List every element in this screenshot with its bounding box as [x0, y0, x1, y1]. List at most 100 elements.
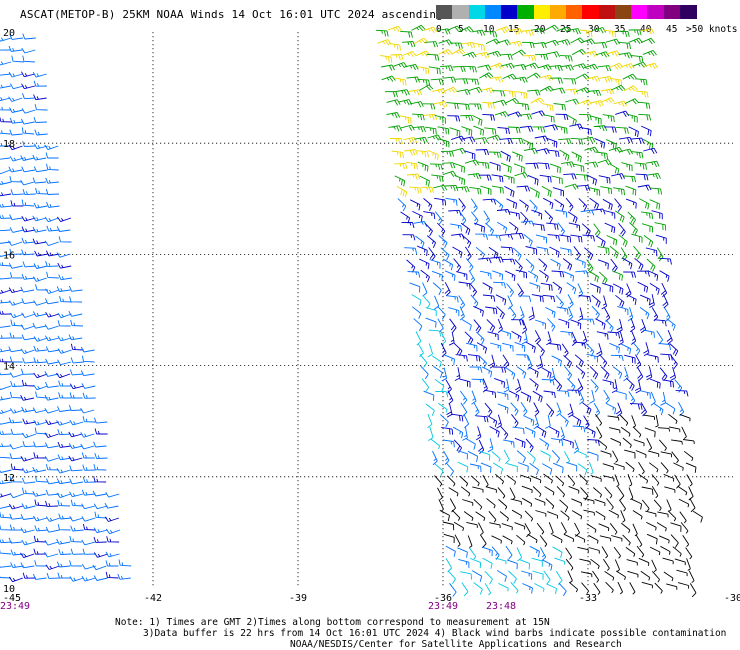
wind-barb: [592, 208, 606, 215]
wind-barb: [475, 426, 482, 441]
wind-barb: [640, 28, 655, 35]
wind-barb: [21, 503, 36, 509]
wind-barb: [520, 29, 534, 36]
colorbar-swatch: [468, 5, 486, 19]
wind-barb: [57, 429, 71, 436]
wind-barb: [508, 40, 523, 48]
wind-barb: [453, 258, 462, 272]
wind-barb: [519, 559, 531, 570]
wind-barb: [0, 480, 12, 485]
wind-barb: [467, 173, 482, 180]
wind-barb: [442, 521, 455, 531]
wind-barb: [580, 38, 596, 45]
wind-barb: [34, 499, 48, 507]
wind-barb: [458, 558, 470, 568]
wind-barb: [46, 163, 59, 171]
wind-barb: [430, 438, 441, 449]
wind-barb: [9, 372, 24, 378]
wind-barb: [461, 41, 476, 49]
wind-barb: [479, 270, 492, 280]
wind-barb: [475, 149, 490, 156]
wind-barb: [10, 463, 24, 471]
wind-barb: [563, 271, 575, 282]
wind-barb: [524, 147, 538, 155]
wind-barb: [32, 71, 47, 78]
wind-barb: [496, 570, 507, 582]
wind-barb: [45, 288, 60, 294]
wind-barb: [9, 248, 23, 255]
wind-barb: [631, 415, 637, 428]
wind-barb: [546, 403, 555, 417]
wind-barb: [577, 463, 588, 476]
wind-barb: [32, 322, 47, 329]
wind-barb: [594, 498, 606, 507]
wind-barb: [21, 249, 35, 256]
wind-barb: [623, 175, 637, 183]
wind-barb: [620, 63, 635, 70]
wind-barb: [0, 310, 12, 315]
wind-barb: [590, 115, 602, 125]
wind-barb: [69, 465, 83, 472]
wind-barb: [470, 475, 480, 487]
wind-barb: [9, 117, 24, 124]
wind-barb: [612, 366, 623, 379]
wind-barb: [500, 246, 514, 254]
wind-barb: [539, 174, 552, 183]
wind-barb: [599, 354, 608, 368]
latitude-label: 14: [3, 362, 15, 373]
wind-barb: [414, 136, 428, 144]
wind-barb: [516, 102, 530, 111]
wind-barb: [0, 524, 12, 531]
wind-barb: [431, 270, 443, 281]
wind-barb: [620, 426, 631, 437]
wind-barb: [671, 439, 683, 445]
wind-barb: [609, 62, 624, 70]
wind-barb: [542, 114, 555, 123]
wind-barb: [554, 199, 565, 211]
wind-barb: [535, 234, 548, 244]
wind-barb: [33, 452, 47, 459]
wind-barb: [506, 559, 518, 570]
wind-barb: [443, 86, 458, 93]
wind-barb: [32, 490, 47, 497]
wind-barb: [473, 305, 484, 317]
wind-barb: [559, 149, 570, 162]
wind-barb: [0, 229, 11, 232]
wind-barb: [554, 377, 563, 392]
wind-barb: [0, 169, 11, 175]
wind-barb: [662, 294, 669, 309]
wind-barb: [411, 294, 422, 306]
wind-barb: [679, 511, 687, 524]
wind-barb: [424, 41, 439, 48]
wind-barb: [662, 557, 674, 565]
wind-barb: [632, 426, 642, 438]
wind-barb: [459, 378, 471, 388]
wind-barb: [0, 549, 12, 555]
wind-barb: [472, 114, 483, 126]
wind-barb: [633, 245, 641, 260]
wind-barb: [0, 385, 12, 391]
wind-barb: [595, 51, 610, 58]
wind-barb: [581, 223, 591, 237]
wind-barb: [590, 475, 602, 482]
wind-barb: [0, 348, 11, 353]
wind-barb: [503, 449, 510, 465]
footer-note-line1: Note: 1) Times are GMT 2)Times along bot…: [115, 617, 550, 628]
wind-barb: [94, 511, 108, 519]
wind-barb: [9, 33, 23, 40]
wind-barb: [685, 547, 693, 560]
wind-barb: [465, 438, 476, 450]
wind-barb: [636, 90, 649, 98]
wind-barb: [686, 558, 691, 571]
wind-barb: [663, 473, 675, 482]
wind-barb: [664, 486, 676, 493]
wind-barb: [404, 149, 418, 156]
wind-barb: [489, 62, 504, 69]
wind-barb: [567, 389, 581, 396]
wind-barb: [563, 533, 575, 543]
wind-barb: [625, 198, 637, 209]
wind-barb: [404, 247, 418, 254]
wind-barb: [658, 439, 667, 451]
wind-barb: [21, 406, 35, 413]
wind-barb: [578, 390, 585, 405]
